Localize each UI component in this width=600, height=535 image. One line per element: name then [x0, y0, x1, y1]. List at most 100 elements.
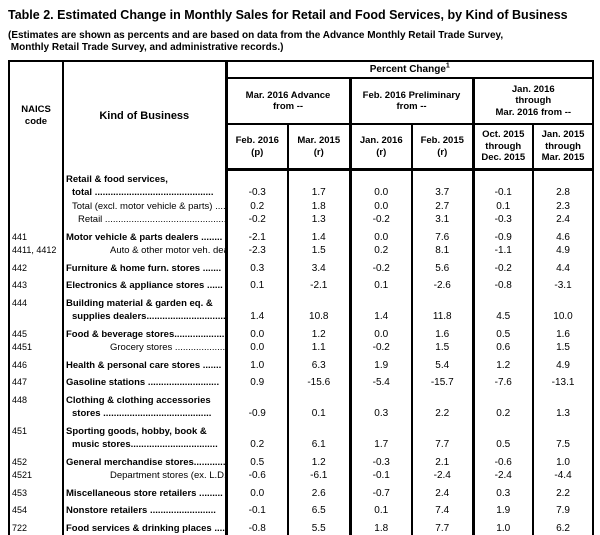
- value-cell: -0.2: [224, 213, 288, 227]
- value-cell: 1.5: [411, 341, 473, 355]
- value-cell: -13.1: [531, 372, 594, 390]
- business-label-cell: Food services & drinking places ....: [62, 517, 226, 535]
- percent-change-label: Percent Change: [369, 64, 446, 75]
- naics-code-cell: 442: [12, 262, 28, 273]
- value-cell: -0.2: [348, 341, 412, 355]
- value-cell: -0.9: [224, 389, 288, 421]
- table-row: Retail .................................…: [9, 213, 594, 227]
- kind-of-business-header: Kind of Business: [63, 61, 228, 170]
- business-label-line: music stores............................…: [72, 439, 218, 450]
- table-row: 445 Food & beverage stores...............…: [9, 323, 594, 341]
- value-cell: 6.1: [287, 420, 350, 452]
- value-cell: -0.8: [224, 517, 288, 535]
- value-cell: 5.4: [411, 354, 473, 372]
- value-cell: -0.3: [471, 213, 533, 227]
- value-cell: 0.0: [348, 226, 412, 244]
- table-row: 446 Health & personal care stores .......…: [9, 354, 594, 372]
- naics-code-cell: [9, 170, 63, 200]
- business-label-line: Health & personal care stores .......: [66, 359, 222, 371]
- value-cell: 1.4: [287, 226, 350, 244]
- value-cell: 4.9: [531, 354, 594, 372]
- value-cell: 1.0: [471, 517, 533, 535]
- naics-code-cell: 448: [12, 394, 28, 405]
- value-cell: 7.6: [411, 226, 473, 244]
- naics-code-cell: 4521: [12, 470, 33, 480]
- value-cell: -2.4: [411, 469, 473, 483]
- value-cell: 6.5: [287, 500, 350, 518]
- naics-code-cell: 441: [12, 231, 28, 242]
- value-cell: 1.7: [348, 420, 412, 452]
- value-cell: 5.5: [287, 517, 350, 535]
- value-cell: 1.5: [531, 341, 594, 355]
- business-label-cell: Furniture & home furn. stores .......: [62, 257, 226, 275]
- value-cell: 2.2: [411, 389, 473, 421]
- value-cell: 3.7: [411, 169, 473, 200]
- value-cell: 0.0: [224, 323, 288, 341]
- value-cell: 2.4: [411, 482, 473, 500]
- business-label-cell: Retail .................................…: [62, 213, 226, 227]
- naics-code-cell: 4451: [12, 342, 33, 352]
- group-header-jan-through-mar-2016: Jan. 2016 through Mar. 2016 from --: [471, 78, 594, 125]
- value-cell: 1.6: [411, 323, 473, 341]
- value-cell: -1.1: [471, 244, 533, 258]
- naics-code-cell: 453: [12, 487, 28, 498]
- value-cell: 1.2: [287, 451, 350, 469]
- value-cell: -0.2: [348, 257, 412, 275]
- value-cell: -2.6: [411, 275, 473, 293]
- business-label-line: supplies dealers........................…: [72, 311, 225, 322]
- business-label-cell: Total (excl. motor vehicle & parts) ....: [62, 199, 226, 213]
- business-label-cell: Health & personal care stores .......: [62, 354, 226, 372]
- value-cell: -5.4: [348, 372, 412, 390]
- value-cell: 6.3: [287, 354, 350, 372]
- table-row: 453 Miscellaneous store retailers .......…: [9, 482, 594, 500]
- business-label-cell: Auto & other motor veh. dealers ..: [62, 244, 226, 258]
- business-label-cell: Building material & garden eq. & supplies…: [62, 292, 226, 324]
- value-cell: 0.1: [348, 500, 412, 518]
- business-label-line: Electronics & appliance stores ......: [66, 280, 223, 291]
- business-label-line: Total (excl. motor vehicle & parts) ....: [72, 200, 225, 212]
- value-cell: -0.2: [471, 257, 533, 275]
- business-label-line: Retail & food services,: [66, 173, 168, 185]
- value-cell: 2.7: [411, 199, 473, 213]
- value-cell: 0.1: [348, 275, 412, 293]
- value-cell: 1.2: [287, 323, 350, 341]
- naics-code-header: NAICS code: [9, 61, 64, 170]
- value-cell: 0.3: [224, 257, 288, 275]
- value-cell: 1.4: [224, 292, 288, 324]
- business-label-cell: Electronics & appliance stores ......: [62, 275, 226, 293]
- value-cell: -15.7: [411, 372, 473, 390]
- business-label-cell: Sporting goods, hobby, book & music store…: [62, 420, 226, 452]
- table-title: Table 2. Estimated Change in Monthly Sal…: [8, 8, 568, 22]
- value-cell: 1.9: [471, 500, 533, 518]
- value-cell: 2.2: [531, 482, 594, 500]
- value-cell: 0.5: [224, 451, 288, 469]
- value-cell: 7.5: [531, 420, 594, 452]
- business-label-line: Clothing & clothing accessories: [66, 394, 211, 406]
- column-header-oct-dec-2015: Oct. 2015 through Dec. 2015: [471, 124, 533, 171]
- business-label-cell: Miscellaneous store retailers .........: [62, 482, 226, 500]
- value-cell: -2.1: [287, 275, 350, 293]
- value-cell: 0.3: [348, 389, 412, 421]
- table-row: 441 Motor vehicle & parts dealers .......…: [9, 226, 594, 244]
- table-row: Total (excl. motor vehicle & parts) ....…: [9, 199, 594, 213]
- table-row: 722 Food services & drinking places .... -…: [9, 517, 594, 535]
- value-cell: -0.6: [224, 469, 288, 483]
- business-label-cell: Nonstore retailers .....................…: [62, 500, 226, 518]
- table-row: Retail & food services, total ...........…: [9, 169, 594, 200]
- naics-code-cell: 446: [12, 359, 28, 370]
- business-label-cell: General merchandise stores............: [62, 451, 226, 469]
- value-cell: 2.6: [287, 482, 350, 500]
- value-cell: -0.3: [224, 169, 288, 200]
- value-cell: 0.0: [224, 482, 288, 500]
- value-cell: 2.1: [411, 451, 473, 469]
- value-cell: 1.0: [531, 451, 594, 469]
- value-cell: 0.1: [224, 275, 288, 293]
- value-cell: -0.9: [471, 226, 533, 244]
- business-label-line: Department stores (ex. L.D.).........: [110, 470, 225, 481]
- value-cell: 0.2: [348, 244, 412, 258]
- value-cell: 11.8: [411, 292, 473, 324]
- business-label-cell: Clothing & clothing accessories stores ..…: [62, 389, 226, 421]
- value-cell: -4.4: [531, 469, 594, 483]
- business-label-cell: Food & beverage stores..................…: [62, 323, 226, 341]
- column-header-feb-2015-r: Feb. 2015 (r): [411, 124, 473, 171]
